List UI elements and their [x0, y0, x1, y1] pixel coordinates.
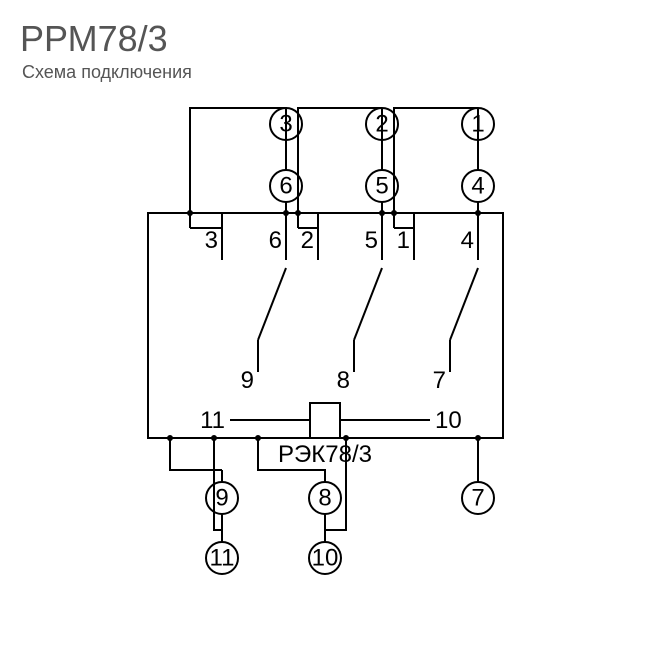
no-label-4: 4	[461, 227, 474, 254]
svg-text:3: 3	[279, 111, 292, 138]
svg-text:10: 10	[312, 545, 339, 572]
svg-text:9: 9	[215, 485, 228, 512]
svg-text:2: 2	[375, 111, 388, 138]
coil-left-label: 11	[200, 407, 225, 434]
pin-group-second: 6 5 4	[270, 170, 494, 202]
svg-text:8: 8	[318, 485, 331, 512]
com-label-9: 9	[241, 367, 254, 394]
nc-label-3: 3	[205, 227, 218, 254]
no-label-6: 6	[269, 227, 282, 254]
com-label-7: 7	[433, 367, 446, 394]
coil-symbol	[310, 403, 340, 438]
coil-right-label: 10	[435, 407, 462, 434]
com-label-8: 8	[337, 367, 350, 394]
pin-group-bottom1: 9 8 7	[206, 482, 494, 514]
nc-label-1: 1	[397, 227, 410, 254]
pin-group-top: 3 2 1	[270, 108, 494, 140]
svg-text:5: 5	[375, 173, 388, 200]
coil-bottom-label: РЭК78/3	[278, 441, 372, 468]
no-label-5: 5	[365, 227, 378, 254]
nc-label-2: 2	[301, 227, 314, 254]
wiring-diagram: 3 6 2 5 1 4 9 8 7 11 10 РЭК78/3 3 2	[0, 0, 650, 650]
svg-text:11: 11	[210, 545, 235, 572]
svg-text:1: 1	[471, 111, 484, 138]
svg-text:4: 4	[471, 173, 484, 200]
svg-text:6: 6	[279, 173, 292, 200]
pin-group-bottom2: 11 10	[206, 542, 341, 574]
svg-text:7: 7	[471, 485, 484, 512]
relay-body-box	[148, 213, 503, 438]
